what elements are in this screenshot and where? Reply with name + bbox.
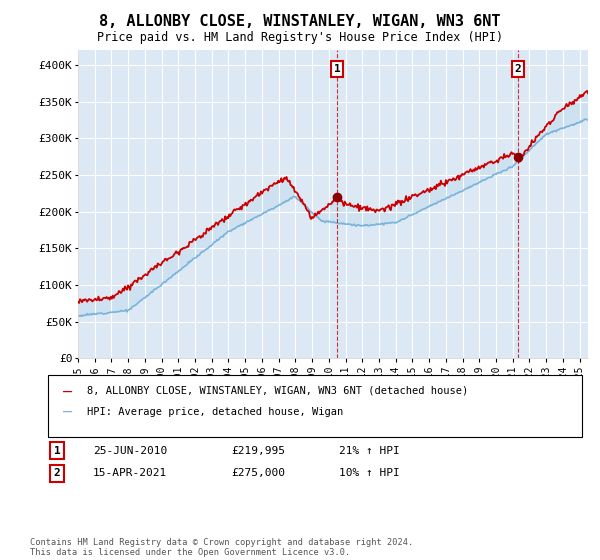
Text: —: —: [63, 384, 72, 398]
Text: 15-APR-2021: 15-APR-2021: [93, 468, 167, 478]
Text: 2: 2: [53, 468, 61, 478]
Text: 8, ALLONBY CLOSE, WINSTANLEY, WIGAN, WN3 6NT (detached house): 8, ALLONBY CLOSE, WINSTANLEY, WIGAN, WN3…: [87, 386, 468, 396]
Text: 1: 1: [53, 446, 61, 456]
Text: 21% ↑ HPI: 21% ↑ HPI: [339, 446, 400, 456]
Text: £219,995: £219,995: [231, 446, 285, 456]
Text: 1: 1: [334, 64, 341, 74]
Text: 8, ALLONBY CLOSE, WINSTANLEY, WIGAN, WN3 6NT: 8, ALLONBY CLOSE, WINSTANLEY, WIGAN, WN3…: [99, 14, 501, 29]
Text: Price paid vs. HM Land Registry's House Price Index (HPI): Price paid vs. HM Land Registry's House …: [97, 31, 503, 44]
Text: 2: 2: [514, 64, 521, 74]
Text: HPI: Average price, detached house, Wigan: HPI: Average price, detached house, Wiga…: [87, 407, 343, 417]
Text: Contains HM Land Registry data © Crown copyright and database right 2024.
This d: Contains HM Land Registry data © Crown c…: [30, 538, 413, 557]
Bar: [337, 50, 588, 358]
Text: 10% ↑ HPI: 10% ↑ HPI: [339, 468, 400, 478]
Text: £275,000: £275,000: [231, 468, 285, 478]
Text: —: —: [63, 404, 72, 419]
Text: 25-JUN-2010: 25-JUN-2010: [93, 446, 167, 456]
